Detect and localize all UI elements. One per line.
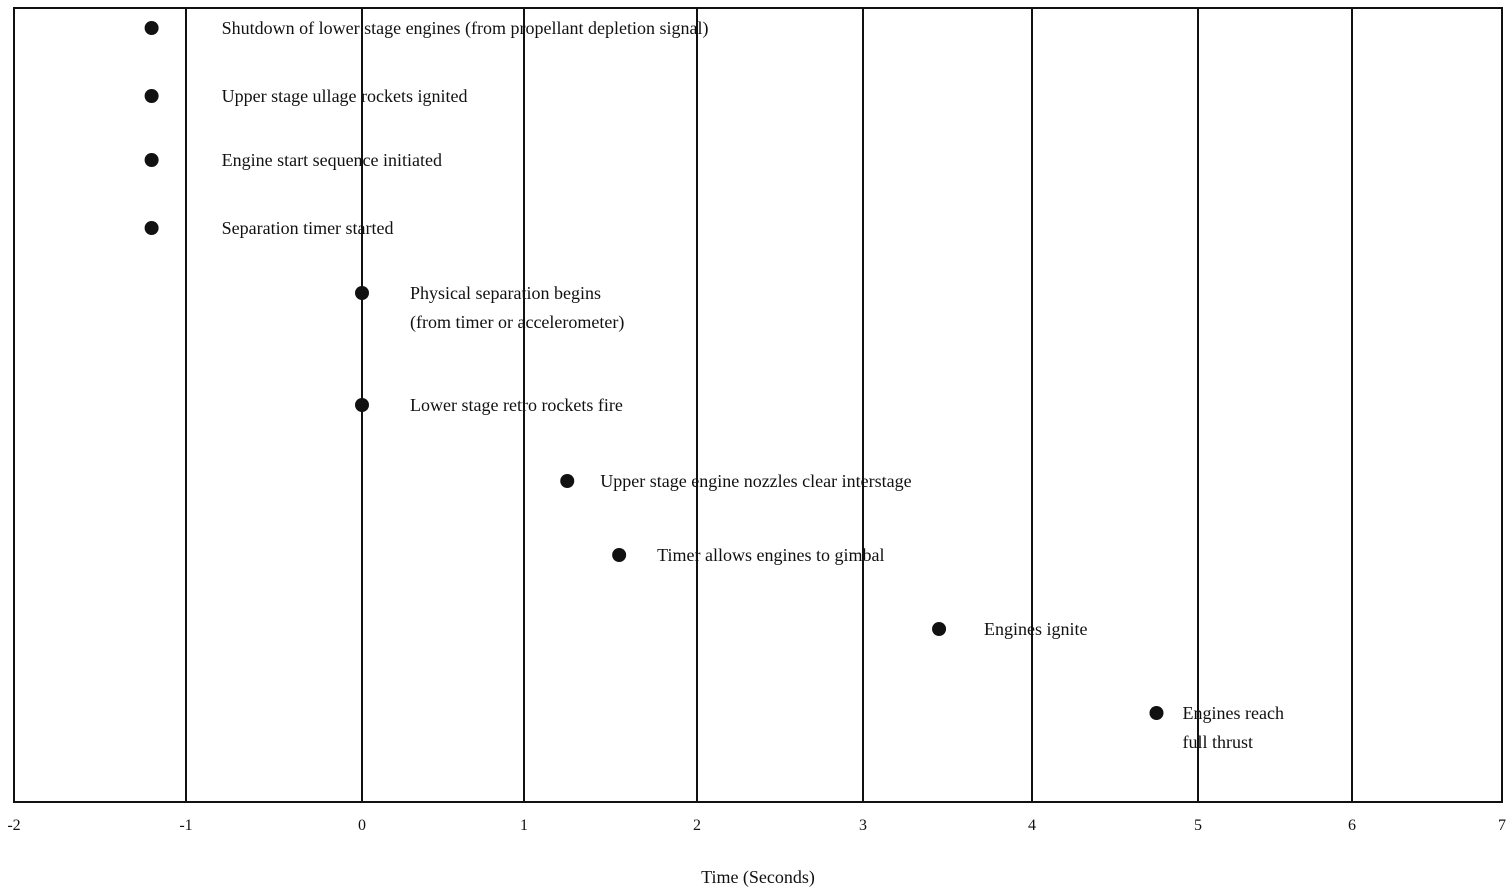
x-axis-title: Time (Seconds) — [701, 867, 815, 888]
x-tick-label: 7 — [1498, 817, 1506, 834]
event-marker — [355, 286, 369, 300]
event-label: Separation timer started — [222, 218, 394, 238]
event-marker — [144, 89, 159, 103]
vertical-grid-lines — [185, 8, 1353, 802]
event-label: Engines ignite — [984, 619, 1087, 639]
event-label: Timer allows engines to gimbal — [657, 545, 884, 565]
event-marker — [144, 221, 159, 235]
x-tick-label: 6 — [1348, 817, 1356, 834]
event-marker — [560, 474, 575, 488]
event-label: full thrust — [1183, 732, 1254, 752]
x-tick-label: 1 — [520, 817, 528, 834]
event-marker — [355, 398, 369, 412]
event-marker — [144, 153, 159, 167]
x-tick-label: 4 — [1028, 817, 1036, 834]
event-label: Upper stage engine nozzles clear interst… — [600, 471, 911, 491]
event-label: Shutdown of lower stage engines (from pr… — [222, 18, 709, 39]
plot-frame — [13, 7, 1503, 803]
x-tick-label: -1 — [179, 817, 192, 834]
event-marker — [1149, 706, 1164, 720]
x-tick-label: -2 — [7, 817, 20, 834]
x-tick-label: 3 — [859, 817, 867, 834]
x-tick-label: 2 — [693, 817, 701, 834]
event-marker — [144, 21, 159, 35]
event-label: (from timer or accelerometer) — [410, 312, 624, 333]
event-label: Lower stage retro rockets fire — [410, 395, 623, 415]
event-marker — [932, 622, 947, 636]
event-label: Physical separation begins — [410, 283, 601, 303]
event-label: Engine start sequence initiated — [222, 150, 442, 170]
event-markers: Shutdown of lower stage engines (from pr… — [144, 18, 1284, 752]
x-tick-label: 0 — [358, 817, 366, 834]
event-label: Engines reach — [1183, 703, 1284, 723]
event-marker — [612, 548, 627, 562]
event-label: Upper stage ullage rockets ignited — [222, 86, 468, 106]
x-tick-labels: -2 -1 0 1 2 3 4 5 6 7 — [7, 817, 1506, 834]
x-tick-label: 5 — [1194, 817, 1202, 834]
